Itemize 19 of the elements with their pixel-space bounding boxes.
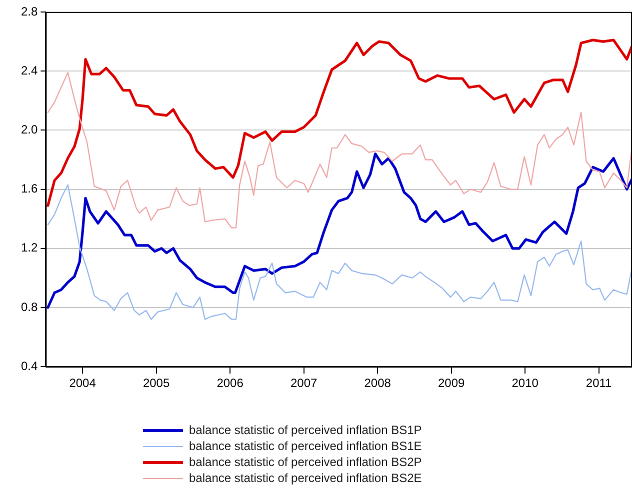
legend-label: balance statistic of perceived inflation BS1P <box>189 423 423 437</box>
legend-label: balance statistic of perceived inflation BS2P <box>189 455 423 469</box>
x-tick-label: 2007 <box>290 376 318 390</box>
x-tick-label: 2011 <box>586 376 612 390</box>
legend-label: balance statistic of perceived inflation BS1E <box>189 439 423 453</box>
x-tick-label: 2009 <box>438 376 465 390</box>
y-tick-label: 2.0 <box>20 122 38 137</box>
y-tick-label: 0.8 <box>20 300 38 314</box>
y-tick-label: 1.2 <box>20 240 38 255</box>
legend-label: balance statistic of perceived inflation BS2E <box>189 471 423 485</box>
y-tick-label: 0.4 <box>20 358 38 373</box>
y-tick-label: 2.8 <box>20 4 38 18</box>
y-tick-label: 2.4 <box>20 63 38 78</box>
x-tick-label: 2006 <box>216 376 244 390</box>
x-tick-label: 2004 <box>69 376 96 390</box>
x-tick-label: 2008 <box>364 376 392 390</box>
y-tick-label: 1.6 <box>20 182 38 196</box>
x-tick-label: 2010 <box>512 376 539 390</box>
x-tick-label: 2005 <box>142 376 170 390</box>
